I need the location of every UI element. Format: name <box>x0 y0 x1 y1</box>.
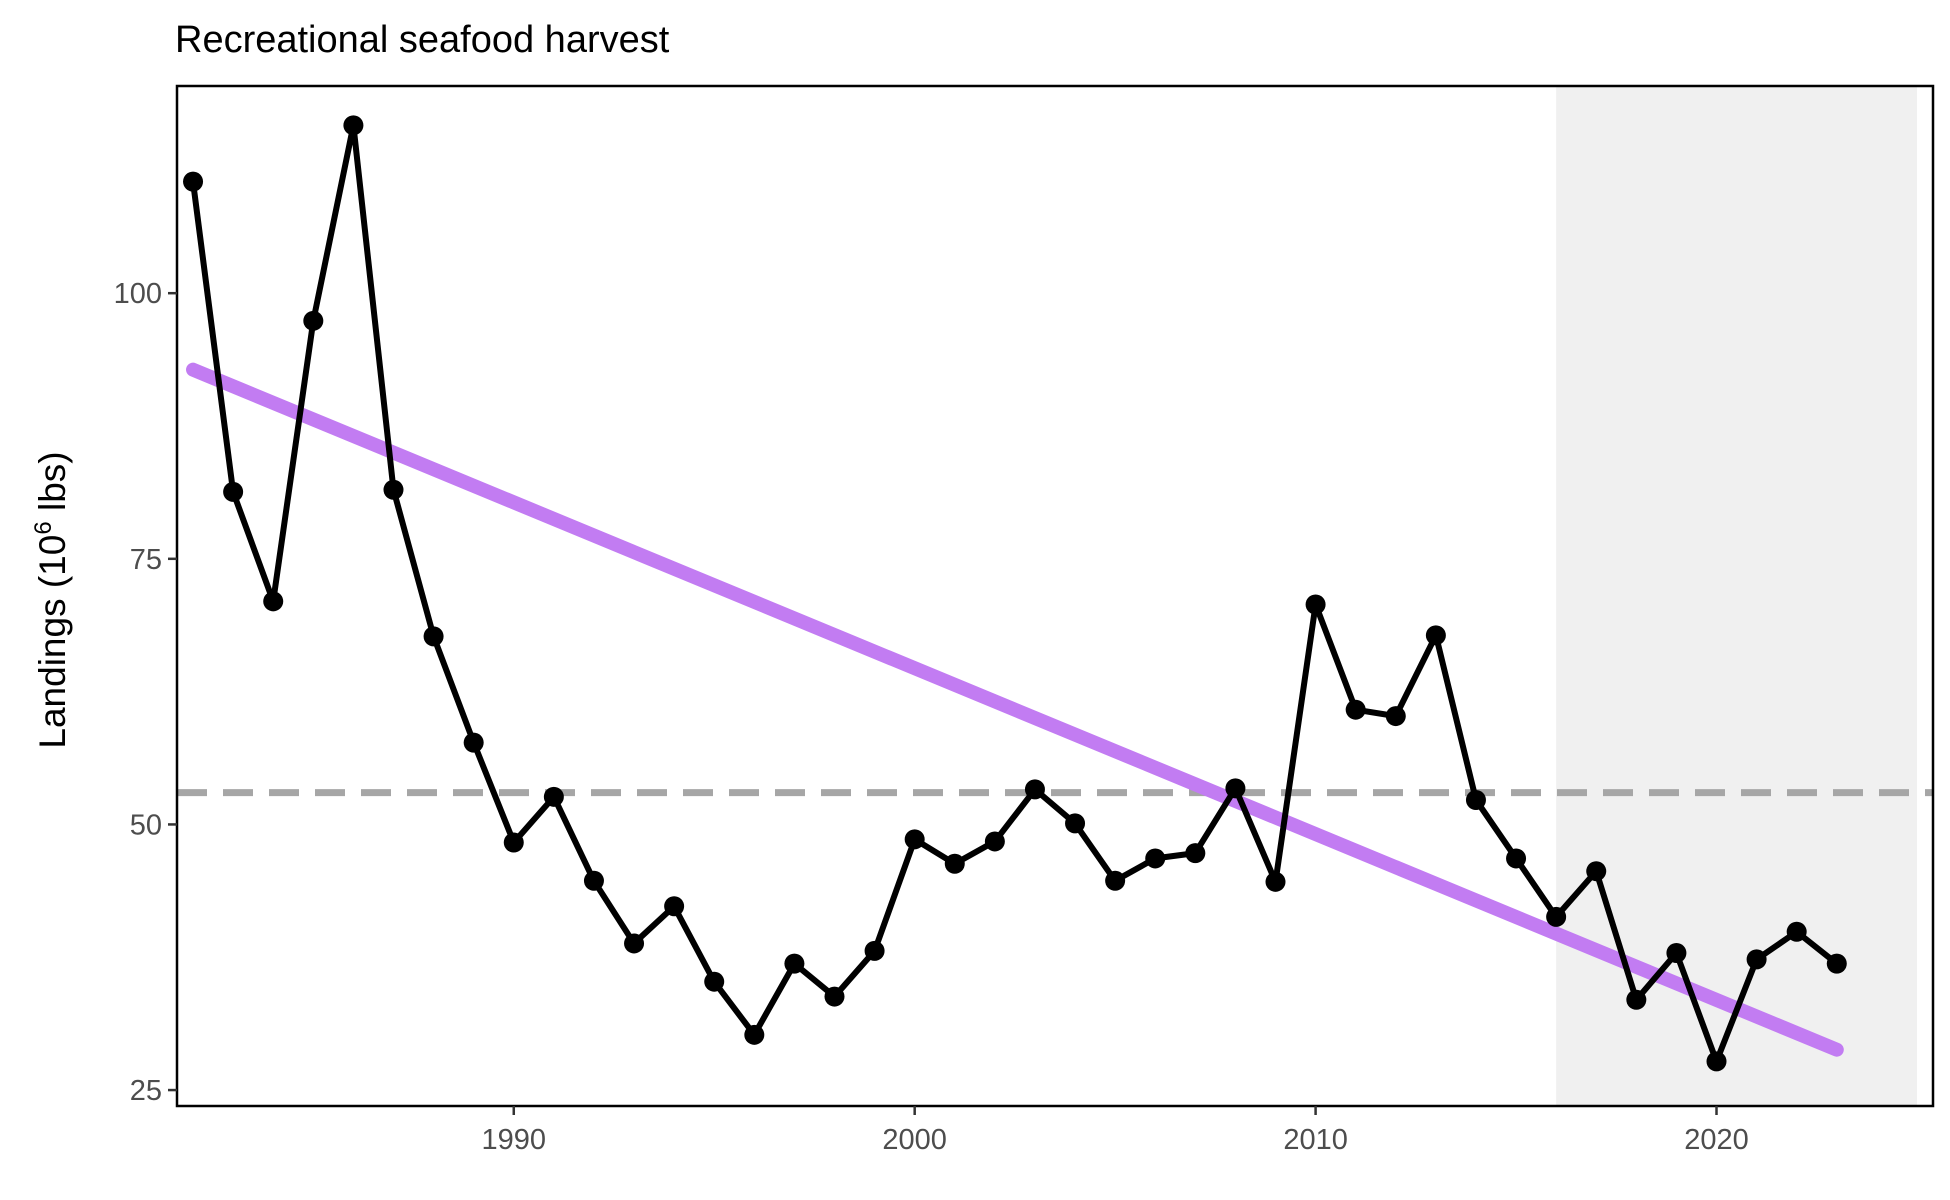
data-point <box>1786 921 1807 942</box>
data-point <box>1225 778 1246 799</box>
data-point <box>1506 848 1527 869</box>
data-point <box>1666 943 1687 963</box>
data-point <box>503 832 524 853</box>
x-tick-label: 1990 <box>482 1124 547 1156</box>
data-point <box>664 896 685 917</box>
data-point <box>1185 843 1206 864</box>
data-point <box>864 940 885 961</box>
data-point <box>1826 953 1847 974</box>
data-point <box>463 732 484 753</box>
y-tick-label: 25 <box>130 1075 162 1107</box>
data-point <box>824 986 845 1007</box>
y-axis-title-superscript: 6 <box>30 521 57 534</box>
plot-panel-border <box>175 84 1935 1108</box>
data-point <box>1345 699 1366 720</box>
data-point <box>223 481 244 502</box>
data-point <box>1024 779 1045 800</box>
data-point <box>1305 594 1326 615</box>
data-point <box>303 310 324 331</box>
y-tick-label: 75 <box>130 544 162 576</box>
data-point <box>183 171 204 192</box>
trend-line-mark <box>186 362 1844 1057</box>
data-point <box>744 1024 765 1045</box>
y-tick-label: 50 <box>130 809 162 841</box>
data-point <box>1706 1051 1727 1072</box>
data-point <box>1385 706 1406 727</box>
data-point <box>1465 790 1486 810</box>
data-points <box>183 115 1847 1072</box>
x-tick-label: 2020 <box>1684 1124 1749 1156</box>
data-point <box>1145 848 1166 869</box>
data-point <box>1065 813 1086 834</box>
data-point <box>583 870 604 891</box>
data-point <box>423 626 444 647</box>
data-point <box>263 591 284 612</box>
y-tick-label: 100 <box>114 278 162 310</box>
data-point <box>1586 861 1607 882</box>
series-polyline <box>190 122 1840 1065</box>
data-point <box>1546 906 1567 927</box>
data-point <box>784 953 805 974</box>
data-point <box>383 479 404 500</box>
x-tick-label: 2000 <box>882 1124 947 1156</box>
y-axis-title: Landings (106 lbs) <box>30 451 73 748</box>
trend-line <box>186 362 1844 1057</box>
series-line <box>190 122 1840 1065</box>
data-point <box>1746 949 1767 970</box>
x-tick-label: 2010 <box>1283 1124 1348 1156</box>
chart-title: Recreational seafood harvest <box>175 19 670 61</box>
data-point <box>343 115 364 136</box>
data-point <box>984 831 1005 852</box>
data-point <box>624 933 645 954</box>
data-point <box>1265 871 1286 892</box>
data-point <box>904 829 925 850</box>
y-axis: 25 50 75 100 <box>114 278 177 1107</box>
data-point <box>1626 989 1647 1010</box>
data-point <box>1105 870 1126 891</box>
data-point <box>543 786 564 807</box>
y-axis-title-prefix: Landings (10 <box>32 535 73 749</box>
data-point <box>944 853 965 874</box>
data-point <box>1425 625 1446 646</box>
x-axis: 1990 2000 2010 2020 <box>482 1106 1749 1156</box>
data-point <box>704 971 725 992</box>
y-axis-title-suffix: lbs) <box>32 451 73 521</box>
